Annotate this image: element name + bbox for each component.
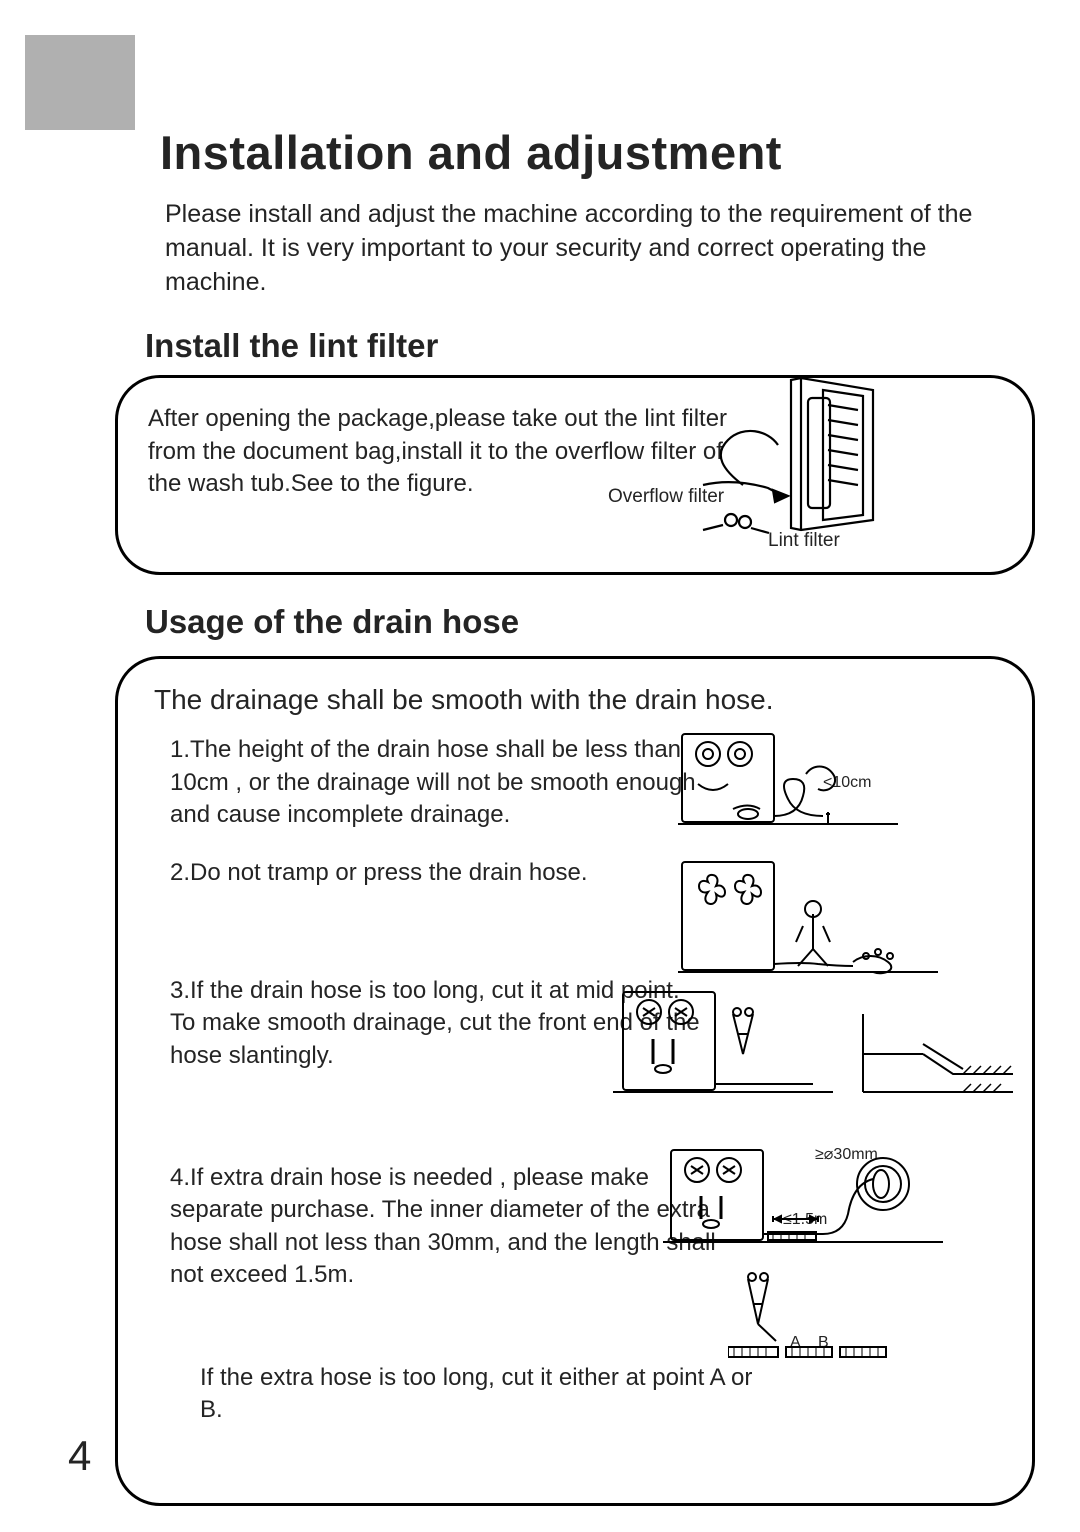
header-gray-block: [25, 35, 135, 130]
section-drain-title: Usage of the drain hose: [145, 603, 1005, 641]
intro-text: Please install and adjust the machine ac…: [165, 198, 1005, 299]
figure-drain-tramp: [678, 854, 938, 984]
figure-drain-ab: [728, 1269, 898, 1369]
page-number: 4: [68, 1432, 91, 1480]
figure-drain-height: [678, 724, 898, 834]
page-title: Installation and adjustment: [160, 125, 1005, 180]
drain-item-4: 4.If extra drain hose is needed , please…: [170, 1162, 730, 1292]
drain-lead: The drainage shall be smooth with the dr…: [154, 684, 1002, 716]
drain-item-1: 1.The height of the drain hose shall be …: [170, 734, 700, 831]
panel-lint-filter: After opening the package,please take ou…: [115, 375, 1035, 575]
drain-item-2: 2.Do not tramp or press the drain hose.: [170, 857, 700, 889]
section-lint-title: Install the lint filter: [145, 327, 1005, 365]
panel-drain-hose: The drainage shall be smooth with the dr…: [115, 656, 1035, 1506]
figure-drain-extra: [663, 1144, 943, 1254]
figure-drain-cut: [613, 984, 1013, 1104]
drain-item-5: If the extra hose is too long, cut it ei…: [200, 1362, 760, 1427]
figure-lint-install: [673, 370, 893, 550]
